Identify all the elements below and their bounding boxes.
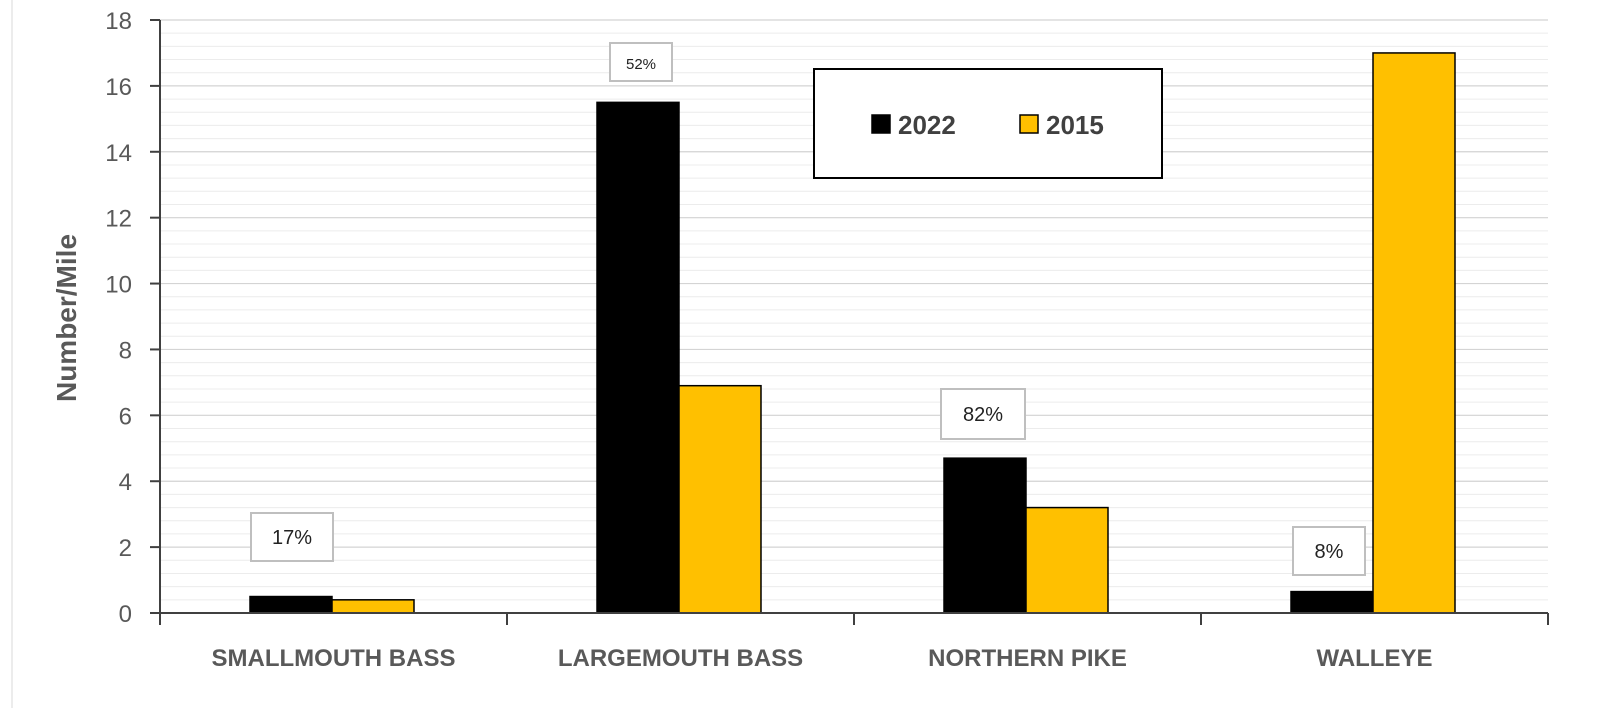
x-category-label: WALLEYE: [1316, 645, 1432, 672]
annotation-box: [1292, 526, 1366, 576]
y-tick-label: 14: [105, 140, 132, 167]
legend-box: [813, 68, 1163, 179]
bar-2015-1: [678, 384, 762, 614]
y-tick-labels: 0 2 4 6 8 10 12 14 16 18: [105, 8, 132, 628]
x-category-label: SMALLMOUTH BASS: [212, 645, 456, 672]
y-tick-label: 12: [105, 206, 132, 233]
x-category-labels: SMALLMOUTH BASS LARGEMOUTH BASS NORTHERN P…: [212, 645, 1433, 672]
legend-swatch-2022: [871, 114, 891, 134]
bar-2015-2: [1025, 506, 1109, 614]
y-tick-label: 10: [105, 272, 132, 299]
annotation-box: [250, 512, 334, 562]
y-axis-title: Number/Mile: [51, 234, 82, 402]
bars: [249, 52, 1456, 614]
y-tick-label: 6: [119, 403, 132, 430]
annotations: 17% 52% 82% 8%: [250, 42, 1366, 576]
annotation-box: [609, 42, 673, 82]
bar-2015-3: [1372, 52, 1456, 614]
x-category-label: LARGEMOUTH BASS: [558, 645, 803, 672]
legend-swatch-2015: [1019, 114, 1039, 134]
y-tick-label: 8: [119, 337, 132, 364]
bar-2022-1: [596, 101, 680, 614]
x-category-label: NORTHERN PIKE: [928, 645, 1127, 672]
legend: 2022 2015: [813, 68, 1163, 179]
annotation-label: 8%: [1315, 541, 1344, 563]
y-tick-label: 2: [119, 535, 132, 562]
annotation-label: 52%: [626, 56, 656, 73]
annotation-label: 17%: [272, 527, 312, 549]
annotation-label: 82%: [963, 404, 1003, 426]
axes: [150, 19, 1549, 625]
bar-2022-2: [943, 457, 1027, 614]
bar-2022-0: [249, 595, 333, 614]
y-tick-label: 0: [119, 601, 132, 628]
y-tick-label: 18: [105, 8, 132, 35]
annotation-box: [940, 388, 1026, 440]
y-tick-label: 16: [105, 74, 132, 101]
legend-label-2022: 2022: [898, 110, 956, 140]
y-tick-label: 4: [119, 469, 132, 496]
bar-2022-3: [1290, 590, 1374, 614]
bar-2015-0: [331, 599, 415, 614]
legend-label-2015: 2015: [1046, 110, 1104, 140]
